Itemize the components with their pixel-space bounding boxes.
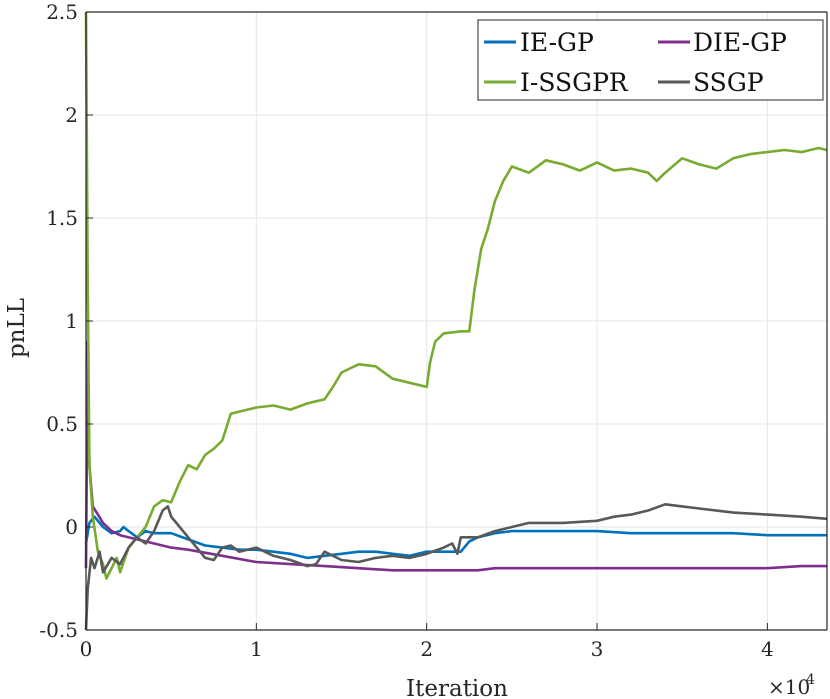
series-line-ssgp — [84, 503, 828, 631]
x-axis-exponent: ×10 4 — [768, 672, 815, 699]
x-tick-label-3: 3 — [591, 637, 604, 661]
y-tick-label-5: 2 — [65, 103, 78, 127]
grid — [85, 11, 827, 631]
tick-labels: 0 1 2 3 4-0.500.511.522.5 — [39, 0, 773, 661]
x-exponent-base: ×10 — [768, 675, 810, 699]
y-tick-label-3: 1 — [65, 309, 78, 333]
y-axis-label: pnLL — [4, 298, 30, 358]
x-tick-label-0: 0 — [80, 637, 93, 661]
series-lines — [84, 11, 828, 631]
legend-item-i-ssgpr: I-SSGPR — [484, 68, 629, 97]
x-tick-label-1: 1 — [250, 637, 263, 661]
legend: IE-GP DIE-GP I-SSGPR SSGP — [477, 19, 824, 101]
legend-label-ie-gp: IE-GP — [520, 28, 594, 57]
y-tick-label-0: -0.5 — [39, 618, 78, 642]
y-tick-label-1: 0 — [65, 515, 78, 539]
y-tick-label-6: 2.5 — [46, 0, 78, 24]
x-tick-label-4: 4 — [761, 637, 774, 661]
axes — [85, 11, 828, 631]
legend-item-ie-gp: IE-GP — [484, 28, 594, 57]
legend-label-ssgp: SSGP — [693, 68, 764, 97]
legend-item-die-gp: DIE-GP — [658, 28, 787, 57]
x-exponent-power: 4 — [806, 672, 815, 688]
legend-label-die-gp: DIE-GP — [693, 28, 787, 57]
x-axis-label: Iteration — [406, 676, 508, 699]
series-line-die-gp — [84, 340, 827, 572]
x-tick-label-2: 2 — [420, 637, 433, 661]
y-tick-label-2: 0.5 — [46, 412, 78, 436]
legend-item-ssgp: SSGP — [658, 68, 764, 97]
series-line-ie-gp — [84, 515, 827, 560]
legend-label-i-ssgpr: I-SSGPR — [520, 68, 629, 97]
legend-box — [477, 19, 824, 101]
y-tick-label-4: 1.5 — [46, 206, 78, 230]
